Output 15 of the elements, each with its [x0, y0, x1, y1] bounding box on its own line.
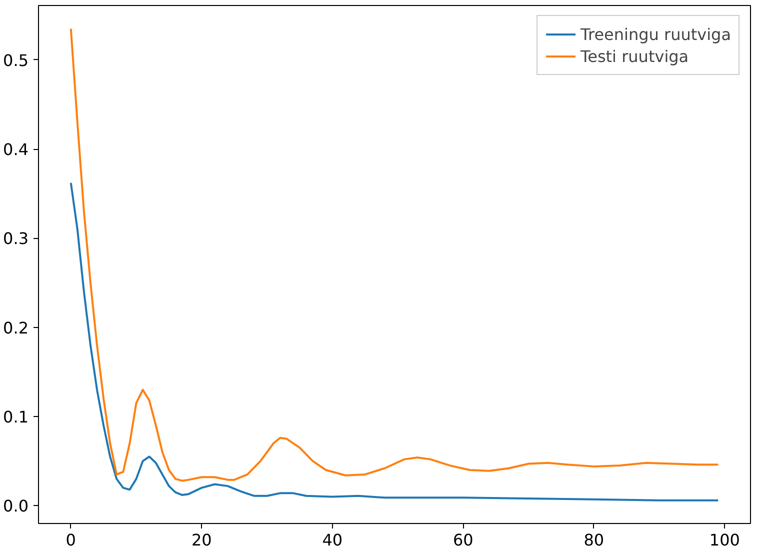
x-tick-label: 80 [584, 530, 604, 550]
y-tick-label: 0.1 [3, 408, 29, 427]
y-tick-label: 0.3 [3, 229, 29, 248]
x-tick-label: 100 [709, 530, 740, 550]
y-tick-label: 0.5 [3, 50, 29, 70]
x-tick-label: 20 [191, 530, 212, 550]
x-tick-label: 60 [452, 530, 474, 550]
legend-label: Treeningu ruutviga [580, 24, 731, 44]
y-tick-label: 0.2 [3, 318, 29, 338]
x-tick-label: 40 [322, 530, 343, 550]
y-tick-label: 0.0 [3, 496, 29, 516]
y-tick-label: 0.4 [3, 140, 29, 160]
legend-label: Testi ruutviga [580, 46, 689, 66]
x-tick-label: 0 [66, 530, 76, 550]
line-series [70, 182, 720, 502]
